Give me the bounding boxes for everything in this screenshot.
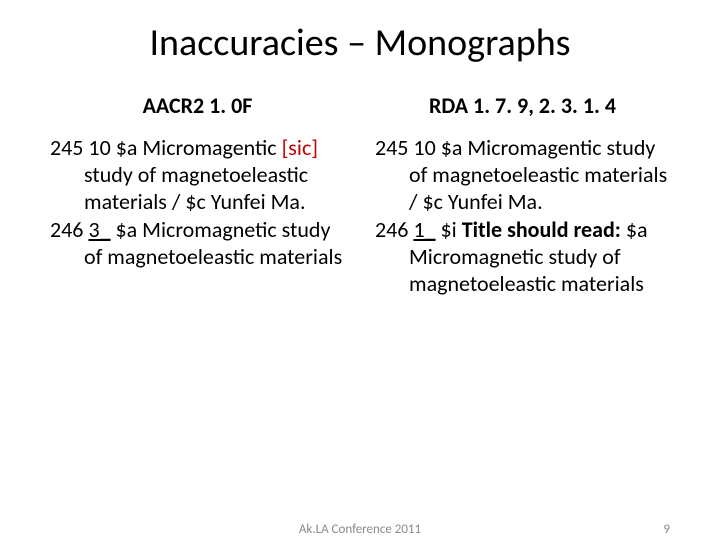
right-column: RDA 1. 7. 9, 2. 3. 1. 4 245 10 $a Microm… [375,92,670,300]
page-number: 9 [663,522,670,537]
left-p2-underline: 3_ [88,216,110,243]
footer-text: Ak.LA Conference 2011 [299,522,421,537]
left-body: 245 10 $a Micromagentic [sic] study of m… [50,135,345,271]
left-column: AACR2 1. 0F 245 10 $a Micromagentic [sic… [50,92,345,300]
left-p2-b: $a Micromagnetic study of magnetoeleasti… [84,216,342,270]
right-p2-a: 246 [375,216,413,243]
right-para-1: 245 10 $a Micromagentic study of magneto… [375,135,670,215]
left-heading: AACR2 1. 0F [50,92,345,119]
left-p1-b: study of magnetoeleastic materials / $c … [84,161,308,215]
slide: Inaccuracies – Monographs AACR2 1. 0F 24… [0,0,720,540]
columns: AACR2 1. 0F 245 10 $a Micromagentic [sic… [50,92,670,300]
right-para-2: 246 1_ $i Title should read: $a Micromag… [375,217,670,297]
right-p2-underline: 1_ [413,216,435,243]
right-body: 245 10 $a Micromagentic study of magneto… [375,135,670,298]
right-p2-bold: Title should read: [462,216,621,243]
left-p2-a: 246 [50,216,88,243]
left-para-1: 245 10 $a Micromagentic [sic] study of m… [50,135,345,215]
left-para-2: 246 3_ $a Micromagnetic study of magneto… [50,217,345,271]
left-p1-a: 245 10 $a Micromagentic [50,134,282,161]
right-heading: RDA 1. 7. 9, 2. 3. 1. 4 [375,92,670,119]
slide-title: Inaccuracies – Monographs [50,20,670,66]
right-p2-b: $i [436,216,462,243]
sic-text: [sic] [282,134,318,161]
